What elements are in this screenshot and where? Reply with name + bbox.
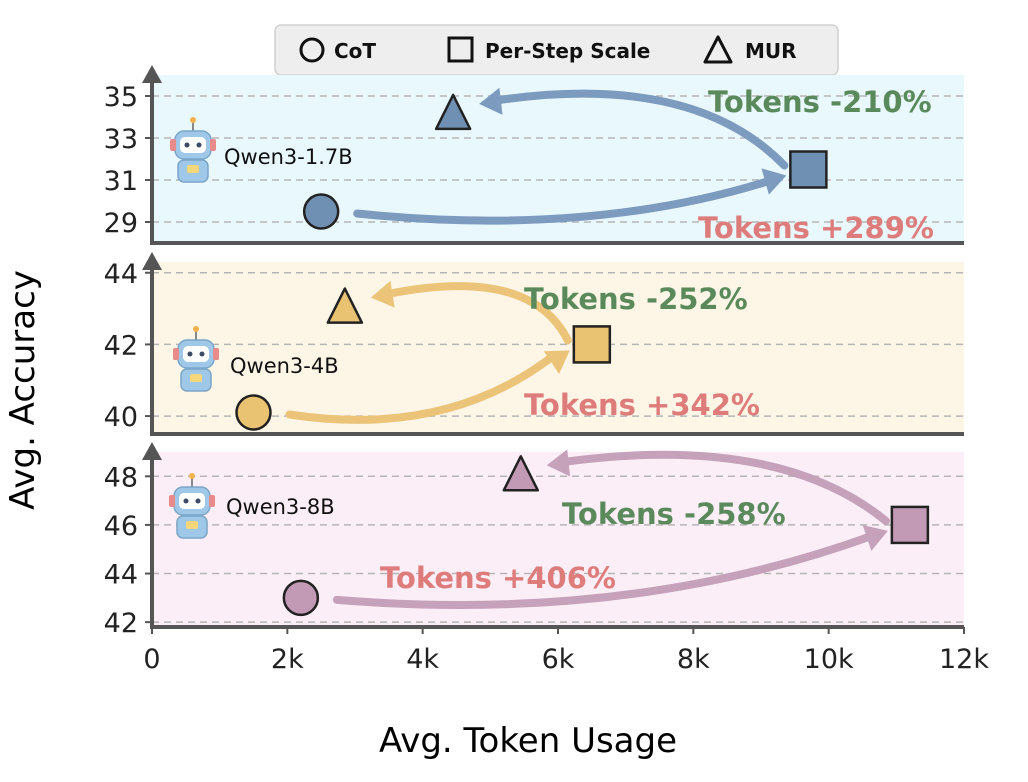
- arrowhead-cot-to-per-step: [862, 524, 888, 551]
- y-tick-label: 42: [104, 608, 138, 639]
- robot-icon: [169, 473, 215, 539]
- y-axis-arrow-icon: [142, 442, 162, 460]
- y-tick-label: 46: [104, 511, 138, 542]
- arrowhead-per-step-to-mur: [370, 280, 395, 308]
- annotation-decrease: Tokens -252%: [524, 282, 748, 316]
- y-axis-arrow-icon: [142, 252, 162, 270]
- annotation-increase: Tokens +406%: [380, 561, 616, 595]
- y-tick-label: 33: [104, 124, 138, 155]
- point-per-step-scale: [890, 505, 930, 545]
- panel-qwen3-8b: 42 44 46 48 Qwen3-8B Tokens -258% Tokens +4…: [104, 449, 964, 639]
- y-tick-label: 48: [104, 462, 138, 493]
- robot-icon: [173, 326, 219, 392]
- x-tick-label: 4k: [406, 644, 439, 675]
- point-cot: [282, 579, 320, 617]
- legend-label-mur: MUR: [745, 39, 797, 63]
- arrowhead-cot-to-per-step: [761, 168, 787, 195]
- grid-lines: [152, 475, 964, 623]
- x-tick-label: 0: [143, 644, 160, 675]
- legend: CoT Per-Step Scale MUR: [274, 24, 839, 76]
- y-tick-label: 40: [104, 402, 138, 433]
- y-tick-labels: 29 31 33 35: [104, 82, 152, 239]
- x-tick-label: 2k: [271, 644, 304, 675]
- point-cot: [235, 394, 272, 431]
- panel-qwen3-4b: 40 42 44 Qwen3-4B Tokens -252% Tokens +342…: [104, 259, 964, 434]
- arrow-per-step-to-mur: [489, 89, 789, 170]
- y-tick-label: 31: [104, 166, 138, 197]
- legend-label-cot: CoT: [334, 39, 376, 63]
- x-tick-label: 10k: [804, 644, 854, 675]
- y-tick-label: 35: [104, 82, 138, 113]
- y-tick-label: 44: [104, 560, 138, 591]
- legend-circle-icon: [299, 37, 325, 63]
- x-tick-label: 8k: [677, 644, 710, 675]
- point-mur: [434, 93, 472, 131]
- legend-square-icon: [447, 36, 474, 63]
- annotation-increase: Tokens +342%: [524, 388, 760, 422]
- y-axis-arrow-icon: [142, 65, 162, 83]
- legend-label-per-step-scale: Per-Step Scale: [485, 39, 650, 63]
- model-label: Qwen3-4B: [230, 354, 339, 378]
- y-tick-label: 42: [104, 330, 138, 361]
- robot-icon: [170, 117, 216, 183]
- x-tick-label: 12k: [939, 644, 989, 675]
- arrow-per-step-to-mur: [556, 450, 890, 525]
- arrow-cot-to-per-step: [285, 351, 558, 424]
- point-cot: [302, 193, 340, 230]
- arrow-cot-to-per-step: [332, 531, 876, 609]
- arrow-per-step-to-mur: [380, 282, 572, 345]
- x-tick-labels: 0 2k 4k 6k 8k 10k 12k: [143, 627, 989, 675]
- annotation-increase: Tokens +289%: [698, 211, 934, 245]
- y-axis-title: Avg. Accuracy: [3, 270, 43, 510]
- point-per-step-scale: [572, 325, 612, 364]
- panel-background: [152, 262, 964, 434]
- y-tick-labels: 40 42 44: [104, 259, 152, 433]
- panel-qwen3-1.7b: 29 31 33 35 Qwen3-1.7B Tokens -210% Tokens …: [104, 75, 964, 245]
- annotation-decrease: Tokens -258%: [562, 497, 786, 531]
- arrowhead-per-step-to-mur: [546, 449, 571, 477]
- grid-lines: [152, 95, 964, 223]
- model-label: Qwen3-1.7B: [224, 145, 353, 169]
- x-tick-label: 6k: [542, 644, 575, 675]
- y-tick-labels: 42 44 46 48: [104, 462, 152, 639]
- annotation-decrease: Tokens -210%: [708, 85, 932, 119]
- y-tick-label: 29: [104, 208, 138, 239]
- arrowhead-per-step-to-mur: [479, 87, 503, 115]
- point-mur: [326, 287, 364, 324]
- point-per-step-scale: [789, 150, 828, 189]
- model-label: Qwen3-8B: [226, 495, 335, 519]
- point-mur: [502, 455, 540, 492]
- y-tick-label: 44: [104, 259, 138, 290]
- x-axis-title: Avg. Token Usage: [379, 721, 677, 761]
- arrowhead-cot-to-per-step: [543, 350, 570, 374]
- legend-triangle-icon: [703, 35, 733, 64]
- arrow-cot-to-per-step: [353, 176, 775, 225]
